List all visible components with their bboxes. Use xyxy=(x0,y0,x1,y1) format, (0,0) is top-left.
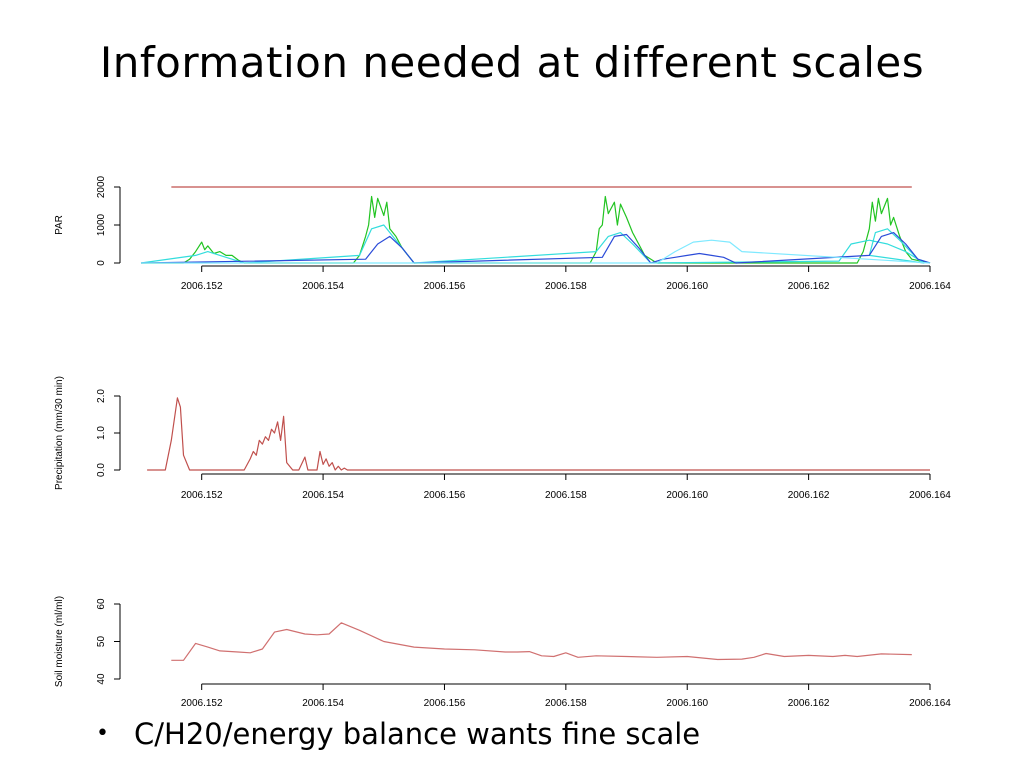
par-x-tick-label: 2006.158 xyxy=(545,281,587,292)
soil-x-tick-label: 2006.156 xyxy=(424,698,466,709)
precip-y-axis-label: Precipitation (mm/30 min) xyxy=(54,376,65,490)
precip-x-tick-label: 2006.160 xyxy=(666,490,708,501)
soil-y-tick-label: 60 xyxy=(96,598,107,610)
precip-x-tick-label: 2006.158 xyxy=(545,490,587,501)
bullet-dot-icon: • xyxy=(96,721,109,746)
par-y-tick-label: 0 xyxy=(96,260,107,266)
precip-y-tick-label: 0.0 xyxy=(96,463,107,477)
par-series-3-line xyxy=(141,239,931,264)
par-panel: 2006.152 2006.154 2006.156 2006.158 2006.160… xyxy=(54,175,951,292)
soil-y-axis-label: Soil moisture (ml/ml) xyxy=(54,596,65,687)
soil-x-tick-label: 2006.158 xyxy=(545,698,587,709)
par-y-axis-label: PAR xyxy=(54,215,65,235)
par-y-tick-label: 2000 xyxy=(96,175,107,198)
soil-y-tick-label: 50 xyxy=(96,636,107,648)
soil-x-tick-label: 2006.154 xyxy=(302,698,344,709)
precip-series-0-line xyxy=(147,397,930,471)
precip-x-tick-label: 2006.156 xyxy=(424,490,466,501)
par-x-tick-label: 2006.156 xyxy=(424,281,466,292)
precip-x-tick-label: 2006.152 xyxy=(181,490,223,501)
precip-x-tick-label: 2006.162 xyxy=(788,490,830,501)
precipitation-panel: 2006.152 2006.154 2006.156 2006.158 2006.160… xyxy=(54,376,951,501)
soil-x-tick-label: 2006.162 xyxy=(788,698,830,709)
par-series-1-line xyxy=(140,224,931,264)
precip-x-tick-label: 2006.164 xyxy=(909,490,951,501)
precip-y-tick-label: 1.0 xyxy=(96,426,107,440)
par-y-tick-label: 1000 xyxy=(96,213,107,236)
par-series-0-line xyxy=(141,195,931,264)
par-series-2-line xyxy=(140,232,931,264)
precip-x-tick-label: 2006.154 xyxy=(302,490,344,501)
precip-y-tick-label: 2.0 xyxy=(96,389,107,403)
par-x-tick-label: 2006.160 xyxy=(666,281,708,292)
par-x-tick-label: 2006.164 xyxy=(909,281,951,292)
soil-x-tick-label: 2006.152 xyxy=(181,698,223,709)
par-x-tick-label: 2006.154 xyxy=(302,281,344,292)
soil-x-tick-label: 2006.164 xyxy=(909,698,951,709)
soil-moisture-panel: 2006.152 2006.154 2006.156 2006.158 2006.160… xyxy=(54,596,951,709)
par-x-tick-label: 2006.162 xyxy=(788,281,830,292)
soil-x-tick-label: 2006.160 xyxy=(666,698,708,709)
slide-title: Information needed at different scales xyxy=(99,38,925,87)
soil-y-tick-label: 40 xyxy=(96,673,107,685)
soil-series-0-line xyxy=(171,622,912,661)
par-x-tick-label: 2006.152 xyxy=(181,281,223,292)
bullet-text: C/H20/energy balance wants fine scale xyxy=(134,717,701,751)
